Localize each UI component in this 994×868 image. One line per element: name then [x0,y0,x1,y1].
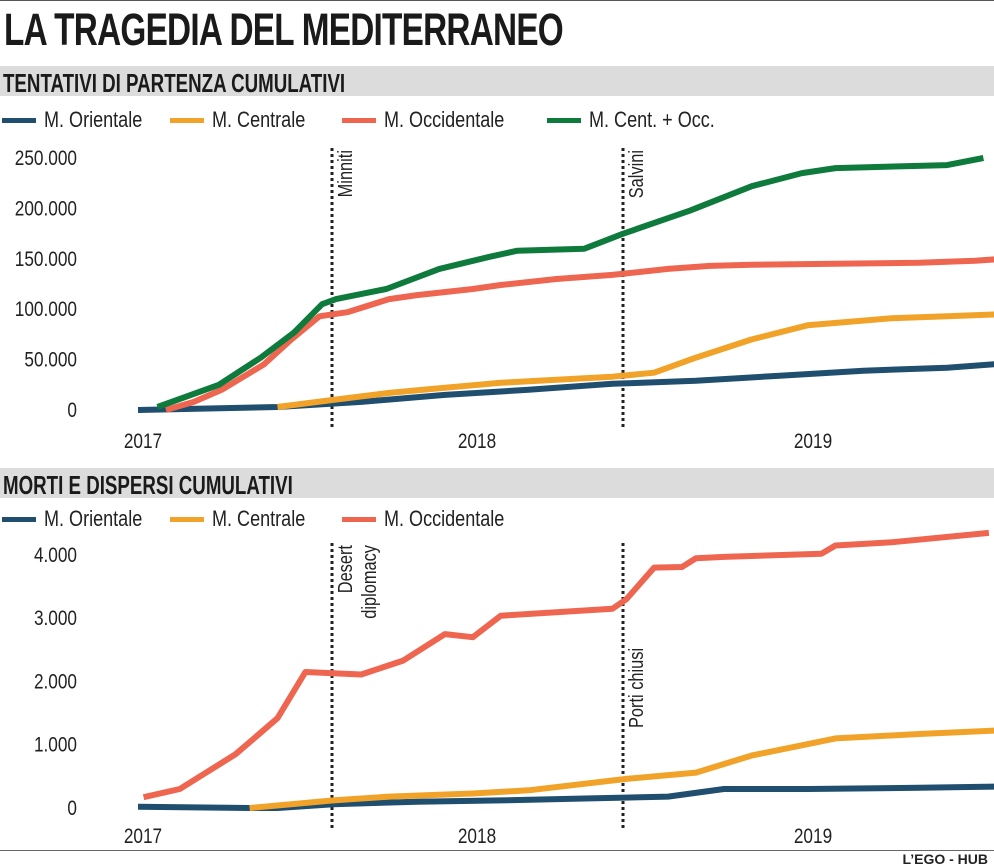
series-line-centrale [249,727,994,811]
x-tick-label: 2019 [794,826,832,849]
legend-item-centrale: M. Centrale [168,506,326,532]
legend-item-centrale: M. Centrale [168,107,326,133]
legend-item-orientale: M. Orientale [0,506,164,532]
y-tick-label: 50.000 [24,349,77,372]
legend-item-orientale: M. Orientale [0,107,164,133]
legend-label: M. Orientale [44,506,143,531]
y-tick-label: 4.000 [34,545,77,568]
legend-item-cent-occ: M. Cent. + Occ. [545,107,742,133]
series-line-occidentale [142,529,990,801]
legend-swatch [2,117,36,123]
legend-swatch [170,516,204,522]
legend-swatch [342,117,376,123]
page-title: LA TRAGEDIA DEL MEDITERRANEO [4,4,564,55]
annotation-label: diplomacy [357,544,380,619]
legend-label: M. Cent. + Occ. [589,107,715,132]
x-tick-label: 2018 [458,826,496,849]
y-tick-label: 3.000 [34,608,77,631]
series-line-orientale [137,361,994,413]
series-line-occidentale [165,256,994,413]
legend-label: M. Orientale [44,107,143,132]
legend-swatch [170,117,204,123]
y-tick-label: 250.000 [15,148,77,171]
chart1-header-band: TENTATIVI DI PARTENZA CUMULATIVI [0,66,994,98]
y-tick-label: 2.000 [34,671,77,694]
x-tick-label: 2019 [794,431,832,454]
legend-item-occidentale: M. Occidentale [340,107,531,133]
legend-label: M. Centrale [212,107,306,132]
annotation-label: Minniti [333,150,356,197]
y-tick-label: 200.000 [15,198,77,221]
chart2-title: MORTI E DISPERSI CUMULATIVI [3,470,293,500]
bottom-rule [0,850,994,851]
legend-label: M. Occidentale [384,107,505,132]
x-tick-label: 2017 [124,431,162,454]
legend-item-occidentale: M. Occidentale [340,506,531,532]
annotation-label: Salvini [624,150,647,198]
legend-swatch [547,117,581,123]
y-tick-label: 1.000 [34,734,77,757]
legend-swatch [342,516,376,522]
top-rule [0,0,994,1]
legend-label: M. Centrale [212,506,306,531]
chart1-title: TENTATIVI DI PARTENZA CUMULATIVI [3,68,346,98]
credit: L’EGO - HUB [902,851,988,867]
x-tick-label: 2018 [458,431,496,454]
annotation-label: Porti chiusi [624,648,647,728]
y-tick-label: 0 [67,798,77,821]
chart2-header-band: MORTI E DISPERSI CUMULATIVI [0,468,994,500]
x-tick-label: 2017 [124,826,162,849]
legend-label: M. Occidentale [384,506,505,531]
legend-swatch [2,516,36,522]
annotation-label: Desert [333,545,356,593]
series-line-centrale [277,311,994,410]
y-tick-label: 100.000 [15,299,77,322]
y-tick-label: 0 [67,400,77,423]
y-tick-label: 150.000 [15,248,77,271]
series-line-cent-occ [156,155,984,410]
